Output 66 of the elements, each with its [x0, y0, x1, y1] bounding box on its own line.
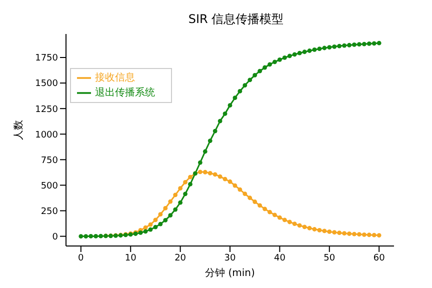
x-tick-label: 40	[274, 253, 286, 264]
point	[337, 230, 342, 236]
point	[357, 232, 362, 237]
point	[317, 228, 322, 232]
y-axis-title: 人数	[14, 120, 25, 140]
point	[287, 220, 292, 224]
point	[238, 187, 242, 192]
point	[376, 233, 382, 238]
point	[327, 229, 332, 234]
point	[242, 192, 248, 196]
x-tick-label: 50	[324, 253, 336, 264]
point	[212, 172, 218, 177]
point	[297, 223, 302, 228]
y-tick-label: 1750	[35, 54, 58, 64]
y-tick-label: 0	[52, 232, 58, 242]
point	[372, 232, 376, 238]
point	[332, 230, 337, 235]
point	[342, 231, 347, 236]
legend-label: 接收信息	[95, 72, 135, 84]
point	[277, 215, 282, 220]
point	[173, 192, 178, 198]
point	[312, 227, 317, 232]
y-tick-label: 1250	[35, 104, 58, 115]
point	[178, 186, 183, 190]
point	[148, 222, 153, 227]
point	[153, 218, 158, 222]
point	[322, 228, 327, 234]
y-tick-label: 250	[40, 206, 58, 217]
x-tick-label: 10	[124, 253, 137, 264]
point	[366, 232, 372, 238]
legend-label: 退出传播系统	[95, 87, 155, 98]
point	[302, 224, 307, 230]
point	[218, 174, 222, 179]
y-tick-label: 1500	[35, 79, 58, 90]
point	[183, 180, 188, 184]
point	[362, 232, 366, 237]
point	[292, 222, 297, 226]
point	[163, 206, 168, 210]
x-tick-label: 0	[78, 253, 84, 264]
point	[352, 232, 356, 236]
point	[272, 212, 277, 218]
point	[198, 170, 202, 174]
x-tick-label: 60	[373, 253, 386, 264]
x-axis-title: 分钟 (min)	[205, 267, 256, 279]
y-tick-label: 750	[40, 156, 58, 166]
point	[168, 199, 173, 204]
point	[252, 200, 258, 204]
point	[232, 183, 238, 188]
x-tick-label: 30	[224, 253, 236, 264]
point	[188, 174, 192, 180]
point	[202, 170, 208, 174]
point	[258, 203, 262, 208]
point	[268, 210, 272, 214]
point	[228, 179, 232, 184]
point	[347, 232, 352, 236]
point	[158, 212, 163, 217]
point	[222, 176, 228, 182]
point	[307, 226, 312, 230]
point	[262, 206, 267, 212]
point	[248, 196, 252, 200]
x-tick-label: 20	[174, 253, 186, 264]
y-tick-label: 500	[40, 181, 58, 192]
point	[282, 218, 287, 222]
point	[208, 170, 212, 176]
chart-title: SIR 信息传播模型	[187, 11, 285, 28]
y-tick-label: 1000	[35, 130, 58, 140]
